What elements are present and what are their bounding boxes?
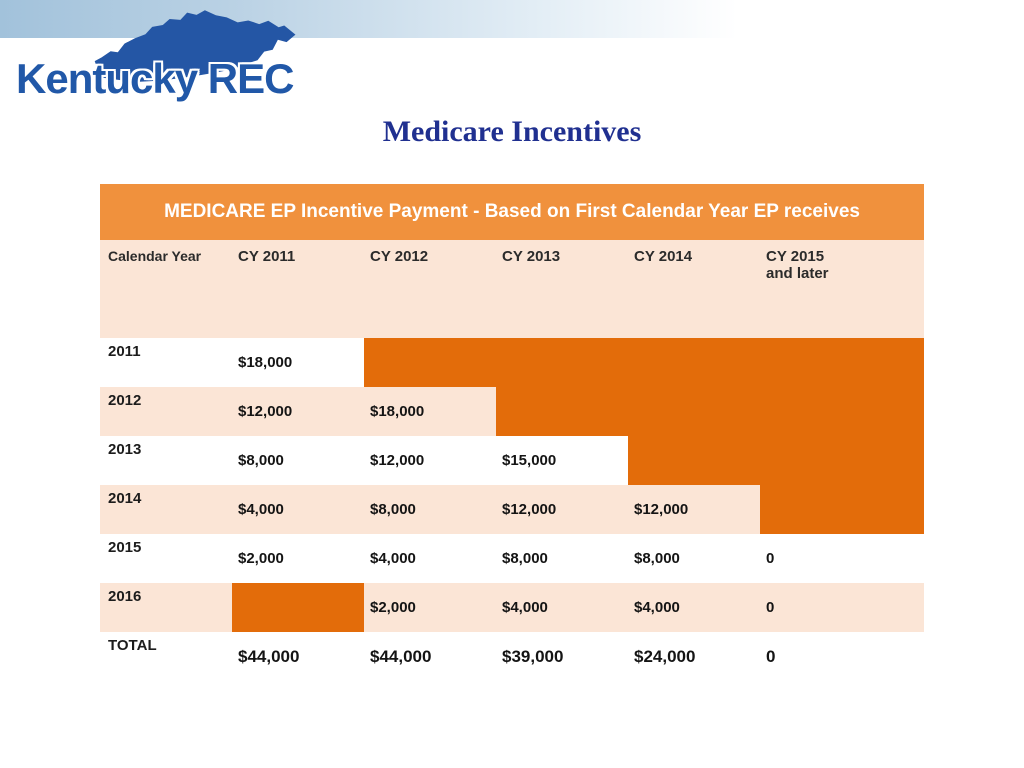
- value-cell: $4,000: [496, 583, 628, 632]
- column-header-calendar-year: Calendar Year: [100, 240, 232, 338]
- table-row-2013: 2013 $8,000 $12,000 $15,000: [100, 436, 925, 485]
- logo-wordmark: Kentucky REC: [16, 55, 295, 102]
- value-cell: $15,000: [496, 436, 628, 485]
- value-cell: $8,000: [364, 485, 496, 534]
- table-row-2016: 2016 $2,000 $4,000 $4,000 0: [100, 583, 925, 632]
- total-value-cell: 0: [760, 632, 925, 681]
- value-cell: $8,000: [628, 534, 760, 583]
- logo-word-kentucky: Kentucky: [16, 55, 198, 102]
- value-cell: $18,000: [364, 387, 496, 436]
- column-header-row: Calendar Year CY 2011 CY 2012 CY 2013 CY…: [100, 240, 925, 338]
- year-cell: 2011: [100, 338, 232, 387]
- year-cell: 2016: [100, 583, 232, 632]
- total-label-cell: TOTAL: [100, 632, 232, 681]
- slide-title: Medicare Incentives: [382, 115, 642, 148]
- value-cell: $8,000: [232, 436, 364, 485]
- value-cell: $2,000: [364, 583, 496, 632]
- total-value-cell: $39,000: [496, 632, 628, 681]
- column-header-cy2015-line2: and later: [766, 265, 829, 282]
- value-cell: $18,000: [232, 338, 364, 387]
- value-cell: $4,000: [364, 534, 496, 583]
- table-row-2012: 2012 $12,000 $18,000: [100, 387, 925, 436]
- year-cell: 2012: [100, 387, 232, 436]
- blocked-cell: [496, 338, 628, 387]
- kentucky-state-icon: [90, 10, 296, 82]
- column-header-cy2012: CY 2012: [364, 240, 496, 338]
- value-cell: $12,000: [232, 387, 364, 436]
- logo-word-rec: REC: [207, 55, 295, 102]
- column-header-cy2014: CY 2014: [628, 240, 760, 338]
- value-cell: $4,000: [628, 583, 760, 632]
- blocked-cell: [628, 387, 760, 436]
- year-cell: 2013: [100, 436, 232, 485]
- total-value-cell: $44,000: [232, 632, 364, 681]
- blocked-cell: [760, 485, 925, 534]
- total-value-cell: $24,000: [628, 632, 760, 681]
- year-cell: 2015: [100, 534, 232, 583]
- total-value-cell: $44,000: [364, 632, 496, 681]
- column-header-cy2015-line1: CY 2015: [766, 248, 825, 265]
- incentive-table: MEDICARE EP Incentive Payment - Based on…: [100, 184, 925, 681]
- blocked-cell: [760, 436, 925, 485]
- value-cell: $12,000: [628, 485, 760, 534]
- year-cell: 2014: [100, 485, 232, 534]
- value-cell: $12,000: [364, 436, 496, 485]
- blocked-cell: [628, 436, 760, 485]
- table-row-2014: 2014 $4,000 $8,000 $12,000 $12,000: [100, 485, 925, 534]
- value-cell: $2,000: [232, 534, 364, 583]
- table-title-row: MEDICARE EP Incentive Payment - Based on…: [100, 184, 925, 240]
- column-header-cy2013: CY 2013: [496, 240, 628, 338]
- column-header-cy2015: CY 2015 and later: [760, 240, 925, 338]
- value-cell: 0: [760, 534, 925, 583]
- blocked-cell: [232, 583, 364, 632]
- blocked-cell: [628, 338, 760, 387]
- table-row-2011: 2011 $18,000: [100, 338, 925, 387]
- value-cell: 0: [760, 583, 925, 632]
- table-title: MEDICARE EP Incentive Payment - Based on…: [100, 184, 925, 240]
- blocked-cell: [760, 338, 925, 387]
- column-header-cy2011: CY 2011: [232, 240, 364, 338]
- table-row-2015: 2015 $2,000 $4,000 $8,000 $8,000 0: [100, 534, 925, 583]
- blocked-cell: [760, 387, 925, 436]
- value-cell: $8,000: [496, 534, 628, 583]
- table-row-total: TOTAL $44,000 $44,000 $39,000 $24,000 0: [100, 632, 925, 681]
- blocked-cell: [364, 338, 496, 387]
- value-cell: $12,000: [496, 485, 628, 534]
- blocked-cell: [496, 387, 628, 436]
- value-cell: $4,000: [232, 485, 364, 534]
